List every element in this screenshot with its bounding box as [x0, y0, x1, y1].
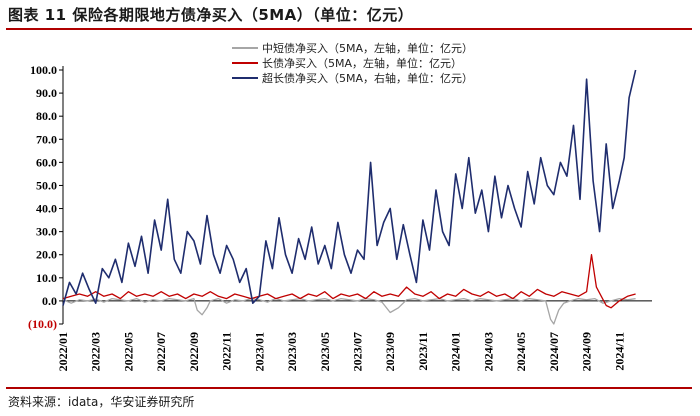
- y-tick-label: 30.0: [36, 225, 57, 239]
- x-tick-label: 2022/07: [154, 332, 168, 371]
- x-tick-label: 2022/05: [121, 332, 135, 371]
- y-tick-label: 0.0: [42, 294, 57, 308]
- x-tick: 2023/11: [416, 332, 430, 371]
- x-tick: 2023/07: [351, 332, 365, 371]
- x-tick: 2024/01: [449, 332, 463, 371]
- y-tick-label: 90.0: [36, 86, 57, 100]
- x-tick: 2024/07: [547, 332, 561, 371]
- x-tick: 2022/11: [220, 332, 234, 371]
- x-tick: 2023/05: [318, 332, 332, 371]
- series-line-ultra-long: [62, 69, 637, 306]
- x-tick-label: 2023/11: [416, 332, 430, 371]
- plot-frame: [62, 66, 652, 324]
- x-tick: 2022/05: [121, 332, 135, 371]
- x-tick-label: 2023/01: [252, 332, 266, 371]
- x-tick: 2023/09: [383, 332, 397, 371]
- legend-label: 长债净买入（5MA，左轴，单位：亿元）: [262, 56, 462, 70]
- x-tick: 2022/07: [154, 332, 168, 371]
- x-tick-label: 2024/05: [514, 332, 528, 371]
- legend-label: 超长债净买入（5MA，右轴，单位：亿元）: [262, 71, 473, 85]
- y-tick-label: 40.0: [36, 202, 57, 216]
- source-note: 资料来源：idata，华安证券研究所: [8, 395, 195, 409]
- x-tick: 2022/09: [187, 332, 201, 371]
- legend-label: 中短债净买入（5MA，左轴，单位：亿元）: [262, 41, 473, 55]
- y-tick-label: 80.0: [36, 109, 57, 123]
- y-tick-label: 50.0: [36, 178, 57, 192]
- x-tick: 2023/01: [252, 332, 266, 371]
- x-tick-label: 2024/03: [481, 332, 495, 371]
- x-tick-label: 2024/09: [580, 332, 594, 371]
- x-tick: 2024/03: [481, 332, 495, 371]
- x-tick: 2023/03: [285, 332, 299, 371]
- x-tick-label: 2023/07: [351, 332, 365, 371]
- x-tick-label: 2023/09: [383, 332, 397, 371]
- x-tick-label: 2022/09: [187, 332, 201, 371]
- chart-area: 100.0 90.0 80.0 70.0 60.0 50.0 40.0 30.0 20.0 10.…: [28, 41, 652, 371]
- x-tick-label: 2024/11: [612, 332, 626, 371]
- x-tick-label: 2024/01: [449, 332, 463, 371]
- y-tick-label: 60.0: [36, 155, 57, 169]
- series-lines: [62, 69, 637, 325]
- x-axis: 2022/01 2022/03 2022/05 2022/07 2022/09 2022/…: [56, 332, 626, 371]
- x-tick-label: 2024/07: [547, 332, 561, 371]
- y-tick-label: 20.0: [36, 248, 57, 262]
- series-line-long: [62, 254, 636, 309]
- source-rule: [6, 387, 692, 389]
- y-axis: 100.0 90.0 80.0 70.0 60.0 50.0 40.0 30.0 20.0 10.…: [28, 63, 63, 331]
- x-tick: 2024/05: [514, 332, 528, 371]
- x-tick: 2024/11: [612, 332, 626, 371]
- y-tick-label: 70.0: [36, 132, 57, 146]
- x-tick: 2022/03: [89, 332, 103, 371]
- chart-title: 图表 11 保险各期限地方债净买入（5MA）（单位：亿元）: [8, 6, 414, 24]
- y-tick-label: 100.0: [30, 63, 57, 77]
- series-line-short: [62, 297, 636, 325]
- x-tick-label: 2022/01: [56, 332, 70, 371]
- x-tick-label: 2023/05: [318, 332, 332, 371]
- x-tick-label: 2023/03: [285, 332, 299, 371]
- y-tick-label: (10.0): [28, 317, 57, 331]
- x-tick: 2024/09: [580, 332, 594, 371]
- x-tick: 2022/01: [56, 332, 70, 371]
- legend: 中短债净买入（5MA，左轴，单位：亿元）长债净买入（5MA，左轴，单位：亿元）超…: [232, 41, 473, 85]
- x-tick-label: 2022/03: [89, 332, 103, 371]
- x-tick-label: 2022/11: [220, 332, 234, 371]
- y-tick-label: 10.0: [36, 271, 57, 285]
- title-rule: [6, 28, 692, 30]
